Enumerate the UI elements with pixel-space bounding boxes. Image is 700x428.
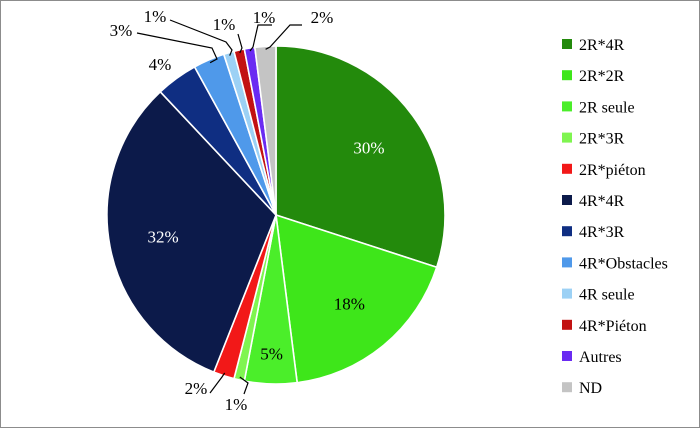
- leader-line-3: [239, 376, 249, 395]
- pie-slice-0: [275, 45, 446, 269]
- legend-swatch-2: [562, 101, 572, 112]
- slice-label-0: 30%: [353, 139, 384, 158]
- leader-line-7: [136, 32, 218, 64]
- legend-label-4: 2R*piéton: [579, 162, 646, 179]
- legend-label-7: 4R*Obstacles: [579, 255, 668, 272]
- slice-label-10: 1%: [253, 8, 276, 27]
- slice-label-6: 4%: [149, 55, 172, 74]
- slice-label-4: 2%: [185, 379, 208, 398]
- legend-swatch-9: [562, 319, 572, 330]
- legend: 2R*4R 2R*2R 2R seule 2R*3R 2R*piéton 4R*4R 4R*…: [562, 37, 668, 397]
- legend-swatch-6: [562, 226, 572, 237]
- legend-label-8: 4R seule: [579, 287, 635, 304]
- slice-label-2: 5%: [260, 345, 283, 364]
- slice-label-8: 1%: [144, 7, 167, 26]
- legend-swatch-0: [562, 39, 572, 49]
- leader-line-11: [265, 24, 302, 50]
- slice-label-7: 3%: [110, 21, 133, 40]
- legend-label-2: 2R seule: [579, 99, 635, 116]
- legend-swatch-3: [562, 132, 572, 143]
- leader-line-8: [169, 19, 233, 56]
- pie-slice-5: [106, 91, 277, 373]
- legend-swatch-4: [562, 163, 572, 174]
- legend-label-6: 4R*3R: [579, 224, 625, 241]
- leader-line-4: [209, 372, 226, 394]
- legend-label-5: 4R*4R: [579, 193, 625, 210]
- slice-label-9: 1%: [213, 15, 236, 34]
- legend-label-10: Autres: [579, 349, 622, 366]
- slice-label-11: 2%: [311, 8, 334, 27]
- leader-line-9: [237, 33, 243, 54]
- legend-swatch-1: [562, 70, 572, 81]
- pie-slice-11: [254, 45, 277, 216]
- pie-slice-1: [275, 214, 438, 384]
- leader-line-10: [249, 24, 272, 52]
- legend-swatch-7: [562, 257, 572, 268]
- legend-label-1: 2R*2R: [579, 68, 625, 85]
- legend-label-11: ND: [579, 380, 602, 397]
- legend-swatch-11: [562, 382, 572, 393]
- legend-label-3: 2R*3R: [579, 131, 625, 148]
- legend-label-9: 4R*Piéton: [579, 318, 647, 335]
- legend-swatch-5: [562, 195, 572, 205]
- slice-label-3: 1%: [225, 395, 248, 414]
- legend-label-0: 2R*4R: [579, 37, 625, 54]
- slice-label-5: 32%: [148, 228, 179, 247]
- legend-swatch-8: [562, 288, 572, 299]
- legend-swatch-10: [562, 351, 572, 361]
- slice-label-1: 18%: [334, 295, 365, 314]
